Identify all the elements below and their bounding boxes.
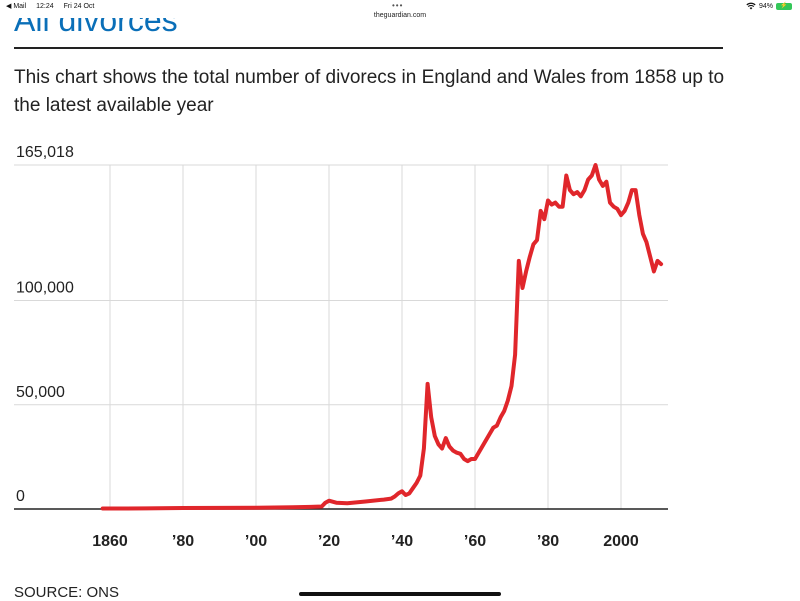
y-tick-label: 0 xyxy=(16,488,25,505)
x-tick-label: ’80 xyxy=(172,533,194,550)
y-tick-label: 100,000 xyxy=(16,280,74,297)
x-tick-label: ’40 xyxy=(391,533,413,550)
x-tick-label: ’60 xyxy=(464,533,486,550)
multitasking-dots-icon[interactable]: ••• xyxy=(392,1,404,10)
battery-icon: ⚡ xyxy=(776,2,792,10)
chart-description: This chart shows the total number of div… xyxy=(14,67,725,116)
x-tick-label: ’80 xyxy=(537,533,559,550)
y-tick-label: 165,018 xyxy=(16,144,74,161)
title-divider xyxy=(14,47,723,49)
page-title: All divorces xyxy=(14,18,178,36)
x-tick-label: ’00 xyxy=(245,533,267,550)
source-note: SOURCE: ONS xyxy=(14,584,120,601)
divorces-line-chart: 0 50,000 100,000 165,018 1860 ’80 ’00 ’20 ’40 ’60… xyxy=(14,144,668,550)
x-tick-label: ’20 xyxy=(318,533,340,550)
home-indicator[interactable] xyxy=(299,592,501,596)
x-tick-label: 2000 xyxy=(603,533,639,550)
x-tick-label: 1860 xyxy=(92,533,128,550)
battery-percent: 94% xyxy=(758,2,773,10)
series-line xyxy=(100,163,664,511)
y-tick-label: 50,000 xyxy=(16,384,65,401)
status-bar: ◀ Mail 12:24 Fri 24 Oct ••• 94% ⚡ xyxy=(0,0,800,12)
address-url[interactable]: theguardian.com xyxy=(373,12,427,19)
status-date: Fri 24 Oct xyxy=(63,3,95,10)
back-to-mail-link[interactable]: ◀ Mail xyxy=(6,3,27,10)
heading-container: All divorces xyxy=(14,18,714,36)
wifi-icon xyxy=(746,2,756,10)
status-time: 12:24 xyxy=(36,3,54,10)
